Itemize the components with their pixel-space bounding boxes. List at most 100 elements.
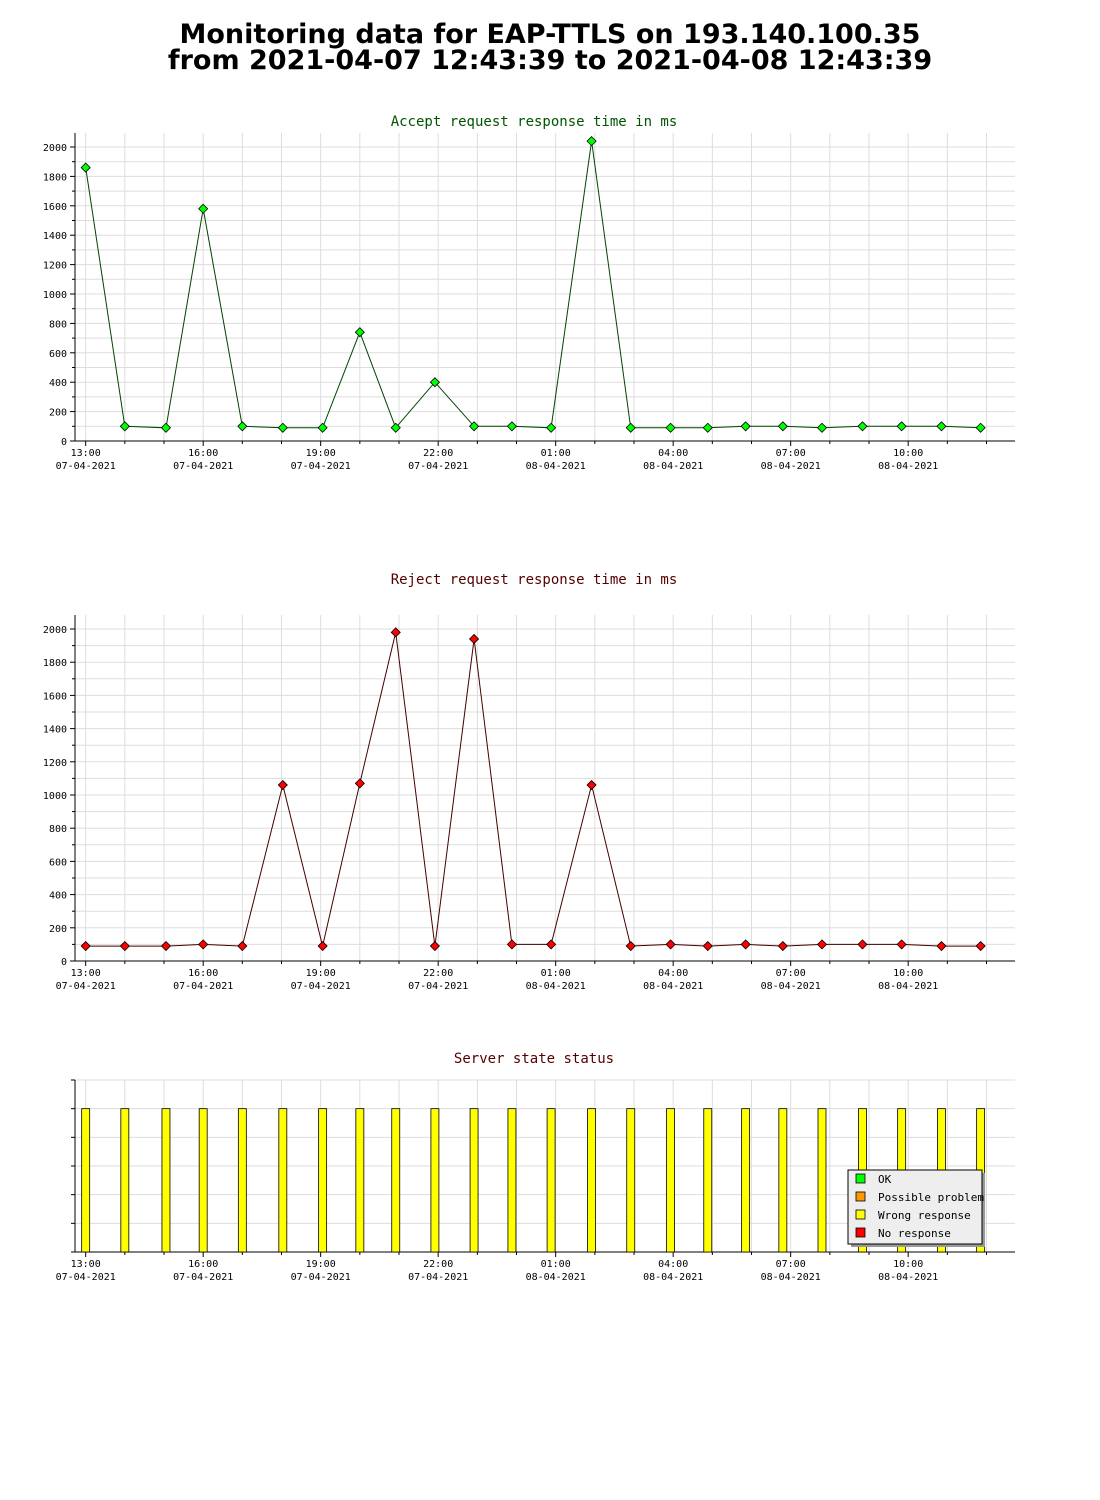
reject-x-tick-date: 07-04-2021 bbox=[56, 981, 116, 992]
accept-data-point bbox=[354, 327, 365, 338]
accept-data-point bbox=[198, 203, 209, 214]
reject-data-point bbox=[586, 779, 597, 791]
status-x-tick-time: 01:00 bbox=[541, 1259, 571, 1270]
accept-data-point bbox=[740, 421, 751, 432]
accept-y-tick-label: 0 bbox=[61, 437, 67, 448]
accept-data-point bbox=[586, 136, 597, 147]
status-x-tick-time: 22:00 bbox=[423, 1259, 453, 1270]
accept-data-point bbox=[317, 422, 328, 433]
status-bar bbox=[626, 1108, 636, 1253]
accept-data-point bbox=[506, 421, 518, 432]
reject-x-tick-time: 13:00 bbox=[71, 968, 101, 979]
accept-data-point bbox=[429, 377, 440, 388]
accept-data-point bbox=[936, 421, 947, 432]
page-title: Monitoring data for EAP-TTLS on 193.140.… bbox=[0, 19, 1100, 76]
reject-y-tick-label: 200 bbox=[49, 924, 67, 935]
accept-data-point bbox=[702, 422, 713, 433]
accept-data-point bbox=[237, 421, 248, 432]
status-x-tick-date: 07-04-2021 bbox=[408, 1272, 468, 1283]
status-bar bbox=[546, 1108, 556, 1253]
reject-data-point bbox=[198, 939, 209, 950]
accept-data-point bbox=[390, 422, 401, 433]
status-x-tick-time: 04:00 bbox=[658, 1259, 688, 1270]
legend-swatch bbox=[855, 1209, 866, 1220]
accept-x-tick-date: 08-04-2021 bbox=[878, 461, 938, 472]
accept-data-point bbox=[80, 162, 91, 173]
status-bar bbox=[507, 1108, 517, 1253]
accept-chart-title: Accept request response time in ms bbox=[391, 114, 678, 130]
reject-x-tick-time: 01:00 bbox=[541, 968, 571, 979]
status-x-tick-date: 07-04-2021 bbox=[56, 1272, 116, 1283]
status-bar bbox=[278, 1108, 288, 1253]
legend-label: No response bbox=[878, 1227, 951, 1240]
status-bar bbox=[391, 1108, 401, 1253]
status-x-tick-date: 08-04-2021 bbox=[643, 1272, 703, 1283]
status-x-tick-time: 07:00 bbox=[776, 1259, 806, 1270]
status-bar bbox=[778, 1108, 788, 1253]
reject-series-line bbox=[85, 632, 981, 947]
accept-x-tick-date: 07-04-2021 bbox=[408, 461, 468, 472]
accept-x-tick-time: 22:00 bbox=[423, 448, 453, 459]
reject-x-tick-date: 07-04-2021 bbox=[408, 981, 468, 992]
accept-data-point bbox=[777, 421, 788, 432]
status-bar bbox=[703, 1108, 713, 1253]
reject-x-tick-date: 08-04-2021 bbox=[878, 981, 938, 992]
accept-y-tick-label: 400 bbox=[49, 378, 67, 389]
status-bar bbox=[741, 1108, 751, 1253]
reject-data-point bbox=[429, 940, 440, 952]
accept-data-point bbox=[546, 422, 557, 433]
status-bar bbox=[666, 1108, 675, 1253]
reject-x-tick-time: 10:00 bbox=[893, 968, 923, 979]
reject-data-point bbox=[80, 940, 91, 952]
accept-data-point bbox=[975, 422, 986, 433]
status-x-tick-time: 16:00 bbox=[188, 1259, 218, 1270]
accept-data-point bbox=[469, 421, 480, 432]
reject-x-tick-time: 07:00 bbox=[776, 968, 806, 979]
accept-y-tick-label: 1600 bbox=[43, 202, 67, 213]
accept-x-tick-date: 08-04-2021 bbox=[761, 461, 821, 472]
reject-data-point bbox=[975, 940, 986, 952]
reject-x-tick-date: 07-04-2021 bbox=[291, 981, 351, 992]
accept-x-tick-time: 04:00 bbox=[658, 448, 688, 459]
status-bar bbox=[587, 1108, 596, 1253]
reject-y-tick-label: 1400 bbox=[43, 725, 67, 736]
status-x-tick-date: 07-04-2021 bbox=[291, 1272, 351, 1283]
reject-x-tick-date: 08-04-2021 bbox=[526, 981, 586, 992]
reject-data-point bbox=[816, 939, 828, 950]
status-chart-title: Server state status bbox=[454, 1051, 614, 1067]
accept-data-point bbox=[277, 422, 288, 433]
status-bar bbox=[198, 1108, 208, 1253]
reject-x-tick-date: 08-04-2021 bbox=[643, 981, 703, 992]
reject-data-point bbox=[740, 939, 751, 950]
page-title-line-1: Monitoring data for EAP-TTLS on 193.140.… bbox=[179, 19, 921, 50]
page-title-line-2: from 2021-04-07 12:43:39 to 2021-04-08 1… bbox=[167, 45, 933, 76]
status-bar bbox=[318, 1108, 328, 1253]
reject-data-point bbox=[160, 940, 172, 952]
reject-data-point bbox=[702, 940, 713, 952]
reject-data-point bbox=[777, 940, 788, 952]
accept-y-tick-label: 1200 bbox=[43, 261, 67, 272]
reject-y-tick-label: 1000 bbox=[43, 791, 67, 802]
reject-data-point bbox=[936, 940, 947, 952]
status-x-tick-date: 08-04-2021 bbox=[878, 1272, 938, 1283]
accept-x-tick-time: 16:00 bbox=[188, 448, 218, 459]
accept-x-tick-time: 13:00 bbox=[71, 448, 101, 459]
accept-x-tick-time: 07:00 bbox=[776, 448, 806, 459]
reject-data-point bbox=[469, 633, 480, 645]
reject-y-tick-label: 400 bbox=[49, 891, 67, 902]
accept-data-point bbox=[160, 422, 172, 433]
accept-series-line bbox=[85, 141, 981, 429]
status-x-tick-date: 08-04-2021 bbox=[526, 1272, 586, 1283]
reject-y-tick-label: 800 bbox=[49, 824, 67, 835]
status-bar bbox=[237, 1108, 247, 1253]
accept-x-tick-date: 07-04-2021 bbox=[56, 461, 116, 472]
accept-x-tick-time: 19:00 bbox=[306, 448, 336, 459]
accept-x-tick-date: 07-04-2021 bbox=[291, 461, 351, 472]
reject-y-tick-label: 0 bbox=[61, 957, 67, 968]
legend-swatch bbox=[855, 1191, 866, 1202]
reject-x-tick-date: 08-04-2021 bbox=[761, 981, 821, 992]
legend-swatch bbox=[855, 1173, 866, 1184]
accept-data-point bbox=[896, 421, 907, 432]
reject-x-tick-time: 04:00 bbox=[658, 968, 688, 979]
